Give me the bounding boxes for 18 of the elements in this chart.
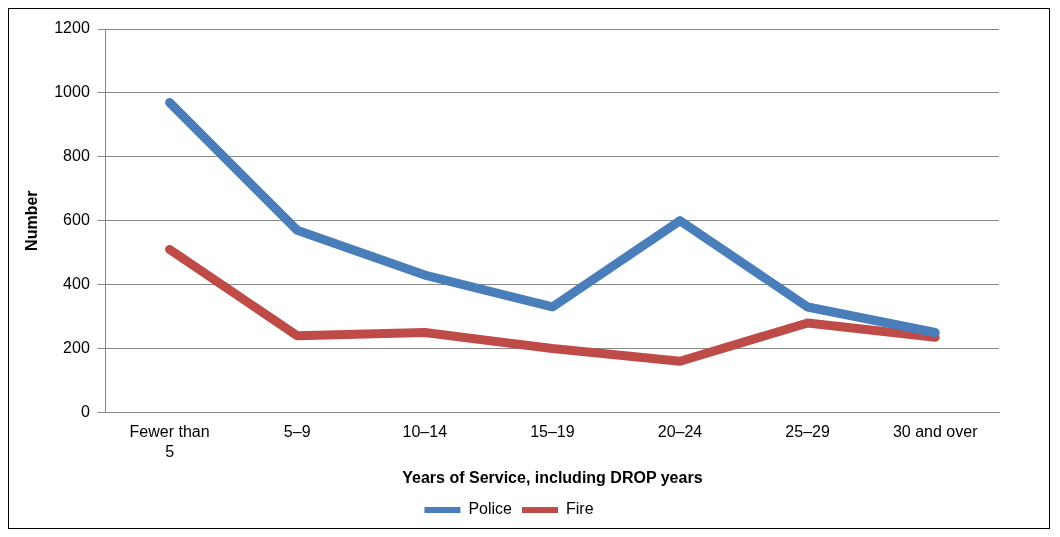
x-tick-label: 15–19 [530,423,575,441]
x-tick-label: 25–29 [785,423,830,441]
y-tick-label: 600 [63,211,90,229]
x-axis-title: Years of Service, including DROP years [402,468,703,486]
x-tick-label: 30 and over [892,423,979,441]
legend-label: Fire [566,500,594,518]
y-tick-label: 0 [80,402,90,420]
y-tick-label: 1000 [54,83,90,101]
x-tick-label: 10–14 [402,423,448,441]
y-axis-title: Number [23,190,41,251]
y-tick-label: 1200 [54,19,90,37]
y-tick-label: 200 [63,338,90,356]
x-tick-label: Fewer than 5 [129,423,210,460]
y-tick-label: 400 [63,275,90,293]
legend-label: Police [468,500,513,518]
x-tick-label: 20–24 [657,423,703,441]
y-tick-label: 800 [63,147,90,165]
x-tick-label: 5–9 [283,423,311,441]
